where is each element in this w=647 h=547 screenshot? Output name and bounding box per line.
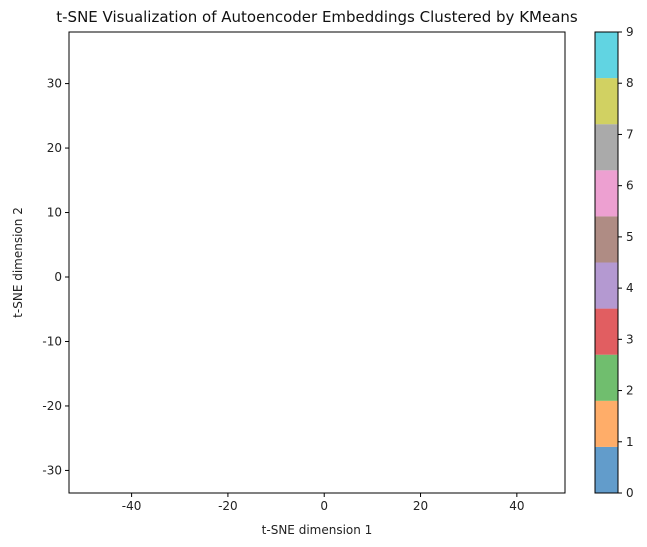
y-tick-label: 10 [47, 206, 62, 220]
y-axis: -30 -20 -10 0 10 20 30 [42, 77, 69, 477]
x-axis-label: t-SNE dimension 1 [262, 523, 373, 537]
plot-frame [68, 31, 566, 494]
y-tick-label: -20 [42, 399, 62, 413]
y-axis-label: t-SNE dimension 2 [11, 207, 25, 318]
y-tick-label: 0 [54, 270, 62, 284]
chart-title: t-SNE Visualization of Autoencoder Embed… [56, 8, 578, 26]
y-tick-label: -10 [42, 334, 62, 348]
colorbar-segment-0 [595, 446, 618, 493]
y-tick-label: 20 [47, 141, 62, 155]
colorbar-segment-6 [595, 170, 618, 217]
colorbar-segment-2 [595, 354, 618, 401]
x-tick-label: -40 [122, 499, 142, 513]
y-tick-label: -30 [42, 463, 62, 477]
colorbar-segment-3 [595, 308, 618, 355]
colorbar-tick-label: 0 [626, 486, 634, 500]
colorbar-tick-label: 6 [626, 179, 634, 193]
colorbar-segment-4 [595, 262, 618, 309]
x-tick-label: -20 [218, 499, 238, 513]
colorbar-tick-label: 2 [626, 384, 634, 398]
x-tick-label: 0 [320, 499, 328, 513]
colorbar-segment-5 [595, 216, 618, 263]
colorbar-segment-9 [595, 32, 618, 79]
colorbar-segment-7 [595, 124, 618, 171]
colorbar-tick-label: 7 [626, 127, 634, 141]
colorbar-tick-label: 9 [626, 25, 634, 39]
colorbar-tick-label: 8 [626, 76, 634, 90]
x-tick-label: 20 [413, 499, 428, 513]
colorbar: 0 1 2 3 4 5 6 7 8 9 [594, 25, 634, 500]
colorbar-frame [594, 31, 619, 494]
x-axis: -40 -20 0 20 40 [122, 493, 524, 513]
colorbar-tick-label: 4 [626, 281, 634, 295]
colorbar-tick-label: 3 [626, 332, 634, 346]
colorbar-segment-1 [595, 400, 618, 447]
colorbar-tick-label: 5 [626, 230, 634, 244]
x-tick-label: 40 [509, 499, 524, 513]
colorbar-tick-label: 1 [626, 435, 634, 449]
colorbar-segment-8 [595, 78, 618, 125]
y-tick-label: 30 [47, 77, 62, 91]
